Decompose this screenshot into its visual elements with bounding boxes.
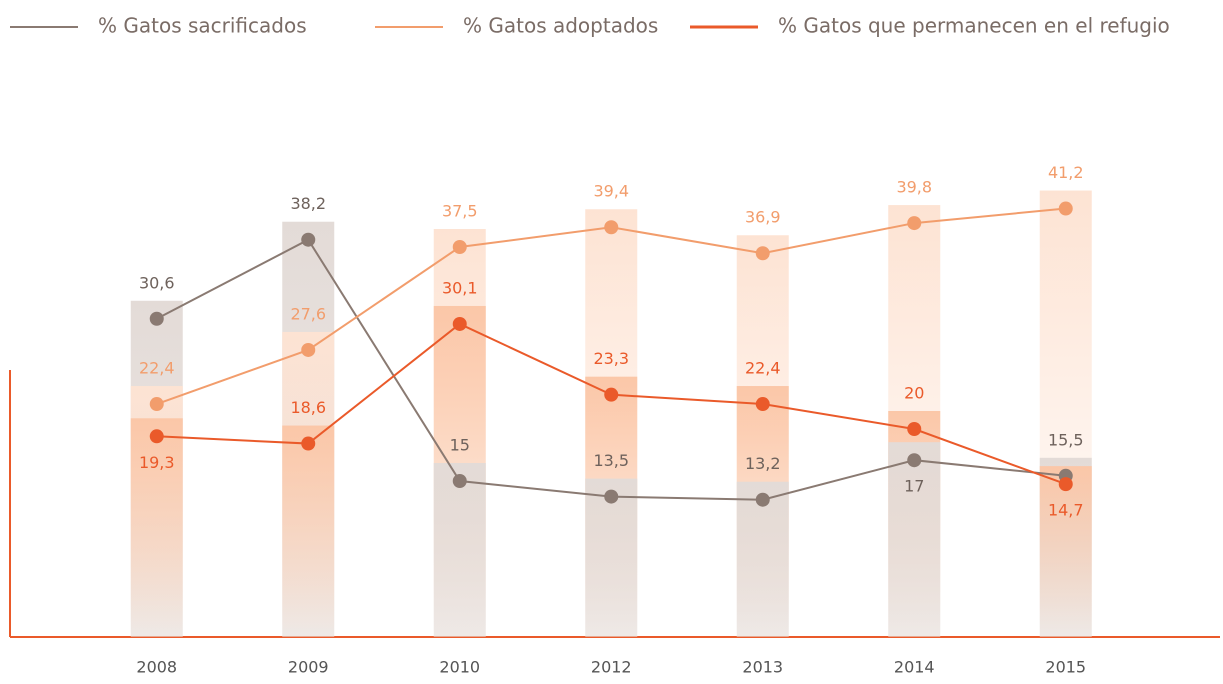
bar bbox=[888, 442, 941, 637]
legend-label: % Gatos adoptados bbox=[463, 14, 658, 38]
point bbox=[149, 397, 164, 412]
point bbox=[452, 474, 467, 488]
point bbox=[604, 387, 619, 402]
bar bbox=[736, 481, 789, 637]
bar bbox=[1039, 466, 1092, 637]
x-tick-label: 2008 bbox=[136, 658, 177, 677]
bar bbox=[433, 463, 486, 637]
point bbox=[604, 220, 619, 235]
data-label: 37,5 bbox=[442, 202, 478, 221]
data-label: 17 bbox=[904, 477, 924, 496]
data-label: 39,8 bbox=[896, 178, 932, 197]
point bbox=[1058, 477, 1073, 492]
data-label: 13,5 bbox=[593, 451, 629, 470]
point bbox=[452, 240, 467, 254]
data-label: 18,6 bbox=[290, 398, 326, 417]
data-label: 20 bbox=[904, 384, 924, 403]
legend-label: % Gatos que permanecen en el refugio bbox=[778, 14, 1170, 38]
data-label: 22,4 bbox=[745, 359, 781, 378]
x-tick-label: 2012 bbox=[591, 658, 632, 677]
data-label: 38,2 bbox=[290, 194, 326, 213]
data-label: 15,5 bbox=[1048, 430, 1084, 449]
point bbox=[149, 311, 164, 326]
x-tick-label: 2010 bbox=[439, 658, 480, 677]
data-label: 41,2 bbox=[1048, 163, 1084, 182]
bar bbox=[130, 418, 183, 637]
point bbox=[907, 453, 922, 468]
data-label: 23,3 bbox=[593, 349, 629, 368]
point bbox=[301, 342, 316, 357]
x-tick-label: 2014 bbox=[894, 658, 935, 677]
x-tick-label: 2013 bbox=[742, 658, 783, 677]
data-label: 27,6 bbox=[290, 304, 326, 323]
point bbox=[301, 436, 316, 451]
point bbox=[755, 492, 770, 507]
bar bbox=[585, 478, 638, 637]
data-label: 30,1 bbox=[442, 278, 478, 297]
x-tick-label: 2009 bbox=[288, 658, 329, 677]
x-tick-label: 2015 bbox=[1045, 658, 1086, 677]
point bbox=[907, 422, 922, 436]
data-label: 36,9 bbox=[745, 208, 781, 227]
point bbox=[907, 216, 922, 231]
data-label: 13,2 bbox=[745, 454, 781, 473]
data-label: 39,4 bbox=[593, 182, 629, 201]
data-label: 15 bbox=[450, 436, 470, 455]
data-label: 19,3 bbox=[139, 453, 175, 472]
point bbox=[755, 397, 770, 412]
point bbox=[301, 232, 316, 247]
bar bbox=[282, 425, 335, 637]
point bbox=[452, 316, 467, 331]
point bbox=[604, 489, 619, 504]
point bbox=[149, 429, 164, 444]
point bbox=[755, 246, 770, 261]
data-label: 30,6 bbox=[139, 273, 175, 292]
data-label: 22,4 bbox=[139, 359, 175, 378]
data-label: 14,7 bbox=[1048, 501, 1084, 520]
point bbox=[1058, 201, 1073, 216]
legend-label: % Gatos sacrificados bbox=[98, 14, 307, 38]
